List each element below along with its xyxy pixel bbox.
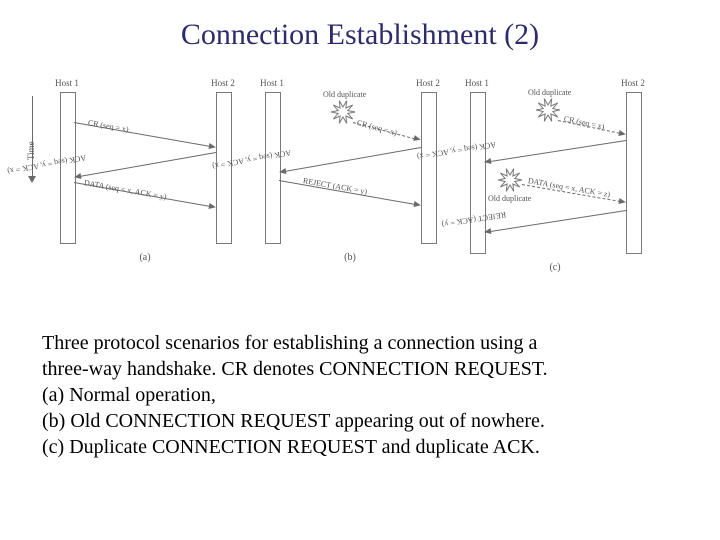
host-lifeline (60, 92, 76, 244)
host-label: Host 2 (408, 78, 448, 88)
message-label: CR (seq = x) (356, 118, 398, 137)
burst-icon (329, 98, 357, 131)
arrowhead-icon (414, 201, 422, 208)
host-label: Host 1 (457, 78, 497, 88)
message-arrow (490, 140, 626, 162)
message-arrow (80, 152, 216, 177)
burst-label: Old duplicate (528, 88, 571, 97)
panel-caption: (c) (540, 262, 570, 273)
host-label: Host 2 (613, 78, 653, 88)
message-arrow (490, 210, 626, 232)
burst-label: Old duplicate (488, 194, 531, 203)
arrowhead-icon (484, 158, 492, 165)
message-label: CR (seq = x) (563, 114, 605, 131)
message-arrow (285, 147, 421, 172)
caption-block: Three protocol scenarios for establishin… (42, 330, 682, 460)
caption-line: Three protocol scenarios for establishin… (42, 330, 682, 356)
burst-icon (534, 96, 562, 129)
arrowhead-icon (278, 168, 286, 175)
arrowhead-icon (619, 198, 627, 205)
caption-line: three-way handshake. CR denotes CONNECTI… (42, 356, 682, 382)
host-lifeline (265, 92, 281, 244)
host-lifeline (421, 92, 437, 244)
message-label: DATA (seq = x, ACK = y) (83, 178, 167, 201)
arrowhead-icon (209, 143, 217, 150)
caption-line: (c) Duplicate CONNECTION REQUEST and dup… (42, 434, 682, 460)
arrowhead-icon (484, 228, 492, 235)
time-axis-arrowhead (28, 176, 36, 183)
burst-label: Old duplicate (323, 90, 366, 99)
arrowhead-icon (209, 203, 217, 210)
message-label: CR (seq = x) (87, 118, 129, 134)
host-label: Host 1 (252, 78, 292, 88)
caption-line: (a) Normal operation, (42, 382, 682, 408)
caption-line: (b) Old CONNECTION REQUEST appearing out… (42, 408, 682, 434)
arrowhead-icon (73, 173, 81, 180)
host-label: Host 1 (47, 78, 87, 88)
panel-caption: (b) (335, 252, 365, 263)
page-title: Connection Establishment (2) (0, 18, 720, 52)
time-axis-label: Time (26, 141, 36, 160)
host-label: Host 2 (203, 78, 243, 88)
arrowhead-icon (619, 130, 627, 137)
host-lifeline (626, 92, 642, 254)
panel-caption: (a) (130, 252, 160, 263)
message-label: REJECT (ACK = y) (302, 176, 368, 196)
